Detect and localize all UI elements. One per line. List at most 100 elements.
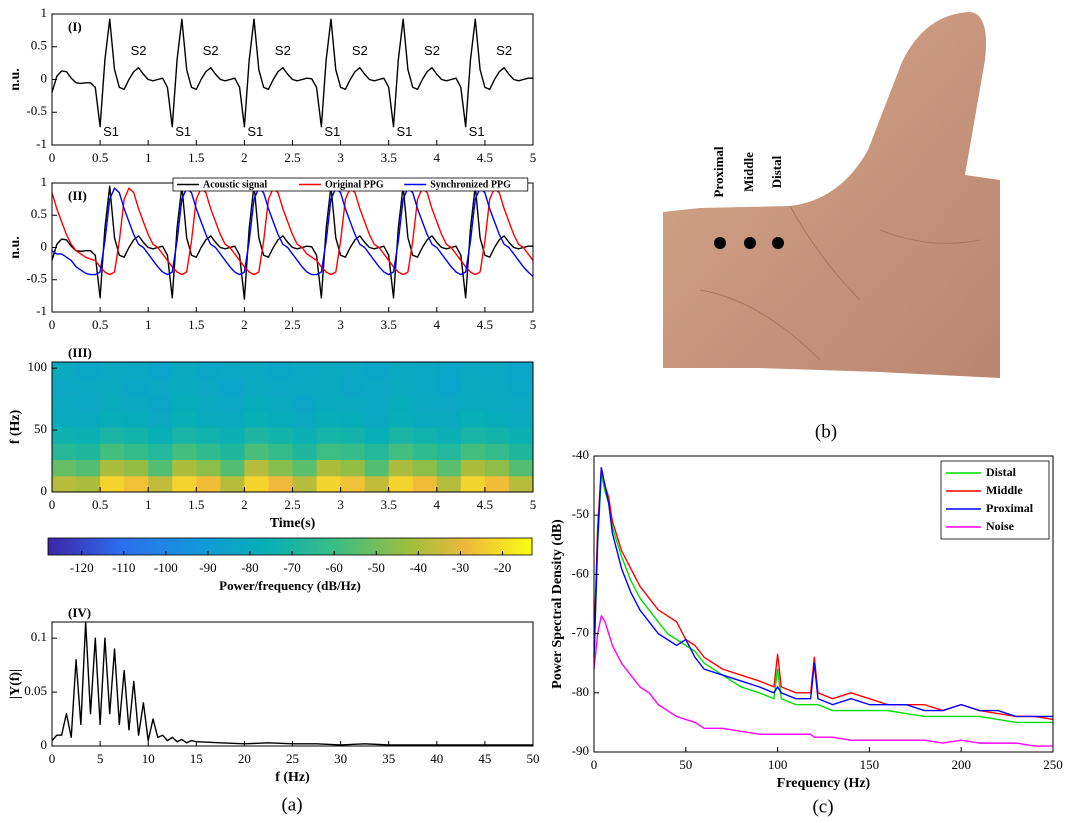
heatmap-cell bbox=[436, 378, 462, 395]
heatmap-cell bbox=[508, 362, 534, 379]
colorbar-cell bbox=[201, 538, 206, 555]
x-tick-label: 0.5 bbox=[92, 317, 108, 332]
colorbar-cell bbox=[132, 538, 138, 555]
x-tick-label: 10 bbox=[142, 751, 155, 766]
heatmap-cell bbox=[292, 443, 318, 460]
heatmap-cell bbox=[436, 362, 462, 379]
x-tick-label: 1.5 bbox=[188, 317, 204, 332]
heatmap-cell bbox=[508, 475, 534, 493]
x-tick-label: 20 bbox=[238, 751, 251, 766]
heatmap-cell bbox=[460, 459, 486, 477]
colorbar-cell bbox=[402, 538, 408, 555]
heatmap-cell bbox=[268, 475, 293, 493]
heatmap-cell bbox=[364, 410, 390, 428]
colorbar-cell bbox=[515, 538, 521, 555]
colorbar-cell bbox=[233, 538, 239, 555]
y-tick-label: 0.5 bbox=[31, 38, 47, 53]
x-tick-label: 5 bbox=[530, 150, 537, 165]
colorbar-cell bbox=[169, 538, 174, 555]
heatmap-cell bbox=[508, 410, 534, 428]
colorbar-cell bbox=[261, 538, 267, 555]
heatmap-cell bbox=[148, 394, 173, 412]
colorbar-cell bbox=[503, 538, 509, 555]
heatmap-cell bbox=[412, 475, 438, 493]
legend-label: Synchronized PPG bbox=[430, 179, 511, 190]
colorbar-cell bbox=[225, 538, 231, 555]
x-tick-label: 0.5 bbox=[92, 497, 108, 512]
legend-label: Proximal bbox=[986, 501, 1034, 515]
panel-label: (III) bbox=[68, 345, 92, 360]
series-line bbox=[51, 187, 534, 278]
heatmap-cell bbox=[196, 427, 221, 444]
colorbar-cell bbox=[398, 538, 404, 555]
colorbar-cell bbox=[229, 538, 235, 555]
y-tick-label: 0 bbox=[41, 737, 48, 752]
x-tick-label: 35 bbox=[382, 751, 395, 766]
colorbar-cell bbox=[435, 538, 440, 555]
x-tick-label: 3.5 bbox=[381, 497, 397, 512]
colorbar-cell bbox=[406, 538, 412, 555]
heatmap-cell bbox=[100, 410, 125, 428]
heatmap-cell bbox=[52, 459, 77, 477]
x-tick-label: 1.5 bbox=[188, 150, 204, 165]
colorbar-cell bbox=[382, 538, 388, 555]
colorbar-cell bbox=[124, 538, 130, 555]
colorbar-cell bbox=[217, 538, 223, 555]
panel: -120 -110 -100 -90 -80 -70 -60 -50 -40 -30 -20 Powe… bbox=[8, 345, 536, 593]
series-line bbox=[51, 184, 533, 300]
heatmap-cell bbox=[76, 410, 101, 428]
x-tick-label: 1 bbox=[145, 150, 152, 165]
x-tick-label: 5 bbox=[97, 751, 104, 766]
y-tick-label: -70 bbox=[572, 625, 589, 640]
legend-label: Middle bbox=[986, 483, 1023, 497]
sensor-dot bbox=[744, 237, 756, 249]
colorbar-cell bbox=[358, 538, 364, 555]
heatmap-cell bbox=[244, 394, 269, 412]
heatmap-cell bbox=[172, 362, 197, 379]
heatmap-cell bbox=[460, 443, 486, 460]
heatmap-cell bbox=[436, 475, 462, 493]
heatmap-cell bbox=[220, 443, 245, 460]
colorbar-cell bbox=[314, 538, 319, 555]
heatmap-cell bbox=[388, 378, 414, 395]
heatmap-cell bbox=[100, 443, 125, 460]
colorbar-cell bbox=[193, 538, 198, 555]
annotation: S1 bbox=[324, 124, 340, 139]
x-tick-label: 2 bbox=[241, 150, 248, 165]
x-tick-label: 0 bbox=[49, 150, 56, 165]
x-tick-label: 50 bbox=[679, 757, 692, 772]
heatmap-cell bbox=[460, 410, 486, 428]
colorbar-cell bbox=[189, 538, 194, 555]
heatmap-cell bbox=[76, 427, 101, 444]
colorbar-tick-label: -40 bbox=[410, 560, 427, 575]
legend-box bbox=[940, 460, 1050, 540]
heatmap-cell bbox=[172, 378, 197, 395]
heatmap-cell bbox=[268, 378, 293, 395]
colorbar-tick-label: -110 bbox=[112, 560, 135, 575]
x-tick-label: 4.5 bbox=[477, 497, 493, 512]
y-axis-label: n.u. bbox=[8, 236, 23, 259]
heatmap-cell bbox=[52, 475, 77, 493]
colorbar-cell bbox=[156, 538, 162, 555]
colorbar-cell bbox=[197, 538, 202, 555]
heatmap-cell bbox=[436, 394, 462, 412]
colorbar-cell bbox=[370, 538, 376, 555]
heatmap-cell bbox=[364, 459, 390, 477]
heatmap-cell bbox=[148, 410, 173, 428]
colorbar-tick-label: -100 bbox=[154, 560, 178, 575]
heatmap-cell bbox=[148, 378, 173, 395]
heatmap-cell bbox=[124, 459, 149, 477]
heatmap-cell bbox=[148, 427, 173, 444]
x-tick-label: 4.5 bbox=[477, 150, 493, 165]
heatmap-cell bbox=[220, 475, 245, 493]
heatmap-cell bbox=[508, 459, 534, 477]
colorbar-cell bbox=[479, 538, 485, 555]
heatmap-cell bbox=[292, 362, 318, 379]
heatmap-cell bbox=[436, 459, 462, 477]
annotation: S2 bbox=[352, 43, 368, 58]
colorbar-cell bbox=[116, 538, 122, 555]
colorbar-cell bbox=[439, 538, 444, 555]
heatmap-cell bbox=[316, 475, 342, 493]
annotation: S1 bbox=[397, 124, 413, 139]
heatmap-cell bbox=[100, 362, 125, 379]
